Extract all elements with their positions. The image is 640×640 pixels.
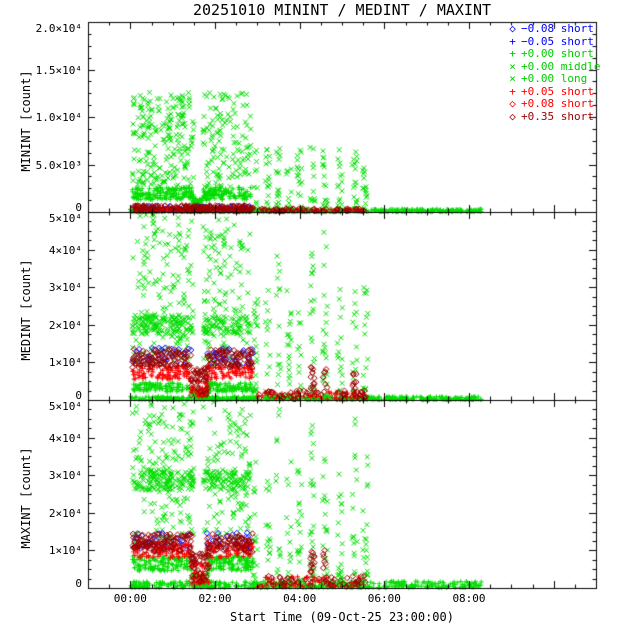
x-tick-label: 04:00	[283, 592, 317, 605]
legend-item-label: +0.35 short	[521, 109, 594, 123]
legend-diamond-icon: ◇	[509, 109, 516, 123]
y-tick-label: 2×10⁴	[48, 506, 82, 520]
legend-item-label: −0.05 short	[521, 34, 594, 48]
y-tick-label: 3×10⁴	[48, 281, 82, 295]
y-tick-label: 0	[75, 201, 82, 214]
y-tick-label: 1×10⁴	[48, 544, 82, 558]
legend-plus-icon: +	[509, 47, 516, 60]
legend-plus-icon: +	[509, 84, 516, 98]
y-tick-label: 1×10⁴	[48, 356, 82, 370]
y-tick-label: 5×10⁴	[48, 400, 82, 413]
legend-diamond-icon: ◇	[509, 97, 516, 110]
y-axis-title-medint-text: MEDINT [count]	[19, 259, 33, 361]
x-tick-label: 00:00	[113, 592, 147, 605]
legend-cross-icon: ×	[509, 59, 516, 73]
y-tick-label: 0	[75, 389, 82, 402]
legend-plus-icon: +	[509, 34, 516, 48]
y-tick-label: 4×10⁴	[48, 431, 82, 445]
y-tick-label: 5×10⁴	[48, 212, 82, 225]
y-tick-label: 2×10⁴	[48, 318, 82, 332]
legend-diamond-icon: ◇	[509, 22, 516, 35]
legend-item: × +0.00 long	[506, 72, 600, 86]
y-tick-label: 1.5×10⁴	[35, 63, 82, 77]
legend-item: ◇ +0.08 short	[506, 97, 600, 111]
legend-item: ◇ −0.08 short	[506, 22, 600, 36]
x-tick-label: 06:00	[367, 592, 401, 605]
y-tick-label: 3×10⁴	[48, 469, 82, 483]
legend-item-label: +0.00 short	[521, 47, 594, 60]
legend-item: + −0.05 short	[506, 34, 600, 49]
legend-item: × +0.00 middle	[506, 59, 601, 74]
legend: ◇ −0.08 short + −0.05 short + +0.00 short ×…	[506, 22, 601, 124]
legend-item-label: +0.00 long	[521, 72, 588, 85]
y-tick-label: 0	[75, 577, 82, 590]
legend-item: + +0.05 short	[506, 84, 600, 99]
legend-item: + +0.00 short	[506, 47, 600, 61]
y-axis-title-maxint-text: MAXINT [count]	[19, 447, 33, 549]
y-tick-label: 2.0×10⁴	[35, 22, 82, 35]
legend-cross-icon: ×	[509, 72, 516, 85]
y-tick-label: 1.0×10⁴	[35, 111, 82, 124]
legend-item-label: −0.08 short	[521, 22, 594, 35]
chart-title: 20251010 MININT / MEDINT / MAXINT	[192, 1, 491, 19]
y-tick-label: 4×10⁴	[48, 243, 82, 257]
legend-item-label: +0.05 short	[521, 84, 594, 98]
x-tick-label: 02:00	[198, 592, 232, 605]
y-tick-label: 5.0×10³	[35, 158, 82, 172]
legend-item-label: +0.08 short	[521, 97, 594, 110]
x-tick-label: 08:00	[452, 592, 486, 605]
legend-item-label: +0.00 middle	[521, 59, 601, 73]
x-axis-label: Start Time (09-Oct-25 23:00:00)	[230, 610, 454, 624]
legend-item: ◇ +0.35 short	[506, 109, 600, 124]
